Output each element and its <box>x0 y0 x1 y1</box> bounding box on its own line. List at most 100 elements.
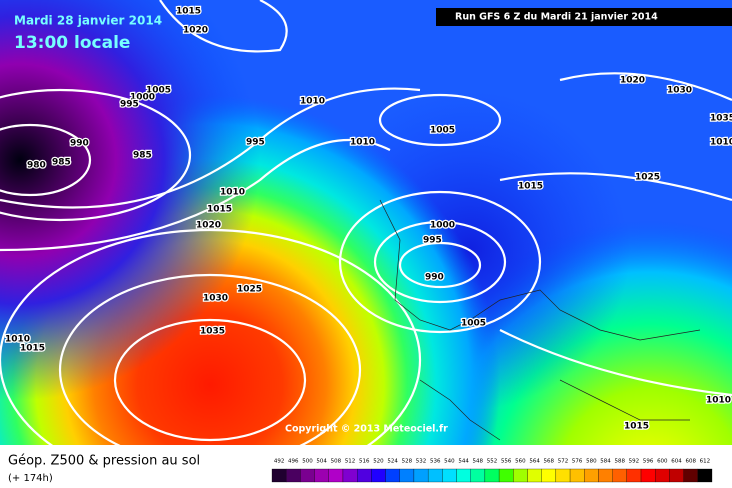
scale-label: 536 <box>430 459 441 465</box>
scale-label: 496 <box>288 459 299 465</box>
scale-swatch <box>484 468 500 483</box>
scale-label: 552 <box>487 459 498 465</box>
map-shading <box>0 0 732 445</box>
isobar-label: 1010 <box>706 396 731 406</box>
isobar-label: 1010 <box>300 97 325 107</box>
run-banner <box>436 8 732 26</box>
scale-label: 532 <box>416 459 427 465</box>
isobar-label: 1015 <box>176 7 201 17</box>
isobar-label: 1005 <box>430 126 455 136</box>
scale-label: 604 <box>671 459 682 465</box>
isobar-label: 1025 <box>237 285 262 295</box>
scale-label: 524 <box>387 459 398 465</box>
scale-label: 516 <box>359 459 370 465</box>
scale-swatch <box>271 468 287 483</box>
scale-label: 584 <box>600 459 611 465</box>
scale-swatch <box>697 468 713 483</box>
isobar-label: 985 <box>133 151 152 161</box>
isobar-label: 1005 <box>461 319 486 329</box>
run-label: Run GFS 6 Z du Mardi 21 janvier 2014 <box>455 12 658 23</box>
scale-swatch <box>427 468 443 483</box>
scale-label: 512 <box>345 459 356 465</box>
time-label: 13:00 locale <box>14 33 130 53</box>
isobar-label: 1030 <box>203 294 228 304</box>
footer-title: Géop. Z500 & pression au sol <box>8 454 200 469</box>
scale-label: 508 <box>331 459 342 465</box>
scale-swatch <box>357 468 372 483</box>
isobar-label: 1010 <box>350 138 375 148</box>
scale-swatch <box>498 468 514 483</box>
isobar-label: 1010 <box>710 138 732 148</box>
scale-label: 540 <box>444 459 455 465</box>
scale-swatch <box>626 468 642 483</box>
scale-swatch <box>385 468 400 483</box>
isobar-label: 1010 <box>5 335 30 345</box>
scale-label: 592 <box>629 459 640 465</box>
scale-swatch <box>669 468 684 483</box>
scale-label: 556 <box>501 459 512 465</box>
scale-swatch <box>612 468 627 483</box>
scale-label: 520 <box>373 459 384 465</box>
scale-label: 568 <box>544 459 555 465</box>
isobar-label: 995 <box>423 236 442 246</box>
scale-swatch <box>314 468 329 483</box>
isobar-label: 1020 <box>620 76 645 86</box>
scale-label: 608 <box>685 459 696 465</box>
scale-label: 548 <box>473 459 484 465</box>
isobar-label: 1020 <box>183 26 208 36</box>
isobar-label: 995 <box>120 100 139 110</box>
scale-swatch <box>569 468 585 483</box>
scale-swatch <box>655 468 670 483</box>
scale-label: 504 <box>316 459 327 465</box>
scale-swatch <box>513 468 528 483</box>
isobar-label: 1005 <box>146 86 171 96</box>
scale-label: 576 <box>572 459 583 465</box>
isobar-label: 1010 <box>220 188 245 198</box>
isobar-label: 985 <box>52 158 71 168</box>
isobar-label: 1030 <box>667 86 692 96</box>
isobar-label: 1000 <box>430 221 455 231</box>
isobar-label: 995 <box>246 138 265 148</box>
scale-label: 612 <box>700 459 711 465</box>
scale-swatch <box>541 468 557 483</box>
scale-swatch <box>286 468 301 483</box>
isobar-label: 1015 <box>518 182 543 192</box>
scale-swatch <box>342 468 358 483</box>
isobar-labels: 1015 1020 1005 1000 995 980 985 990 985 … <box>4 5 732 433</box>
isobar-label: 1025 <box>635 173 660 183</box>
scale-swatch <box>328 468 344 483</box>
scale-label: 528 <box>402 459 413 465</box>
date-label: Mardi 28 janvier 2014 <box>14 14 162 28</box>
isobar-label: 980 <box>27 161 46 171</box>
scale-swatch <box>470 468 486 483</box>
isobar-label: 1015 <box>207 205 232 215</box>
scale-label: 492 <box>274 459 285 465</box>
scale-label: 600 <box>657 459 668 465</box>
scale-label: 580 <box>586 459 597 465</box>
isobar-label: 1035 <box>200 327 225 337</box>
isobar-label: 990 <box>70 139 89 149</box>
scale-label: 596 <box>643 459 654 465</box>
scale-swatch <box>456 468 471 483</box>
isobar-label: 1000 <box>130 93 155 103</box>
isobar-label: 1020 <box>196 221 221 231</box>
scale-label: 588 <box>614 459 625 465</box>
isobar-label: 1035 <box>710 114 732 124</box>
scale-label: 500 <box>302 459 313 465</box>
scale-swatch <box>598 468 613 483</box>
isobar-label: 1015 <box>624 422 649 432</box>
scale-swatch <box>527 468 542 483</box>
isobar-label: 1015 <box>20 344 45 354</box>
scale-label: 572 <box>558 459 569 465</box>
scale-swatch <box>413 468 429 483</box>
scale-swatch <box>442 468 457 483</box>
scale-swatch <box>399 468 415 483</box>
color-scale: 492 496 500 504 508 512 516 520 524 528 532 536 540 5… <box>271 459 713 483</box>
coastline <box>379 199 701 441</box>
scale-swatch <box>371 468 386 483</box>
isobar-label: 990 <box>425 273 444 283</box>
scale-swatch <box>584 468 599 483</box>
